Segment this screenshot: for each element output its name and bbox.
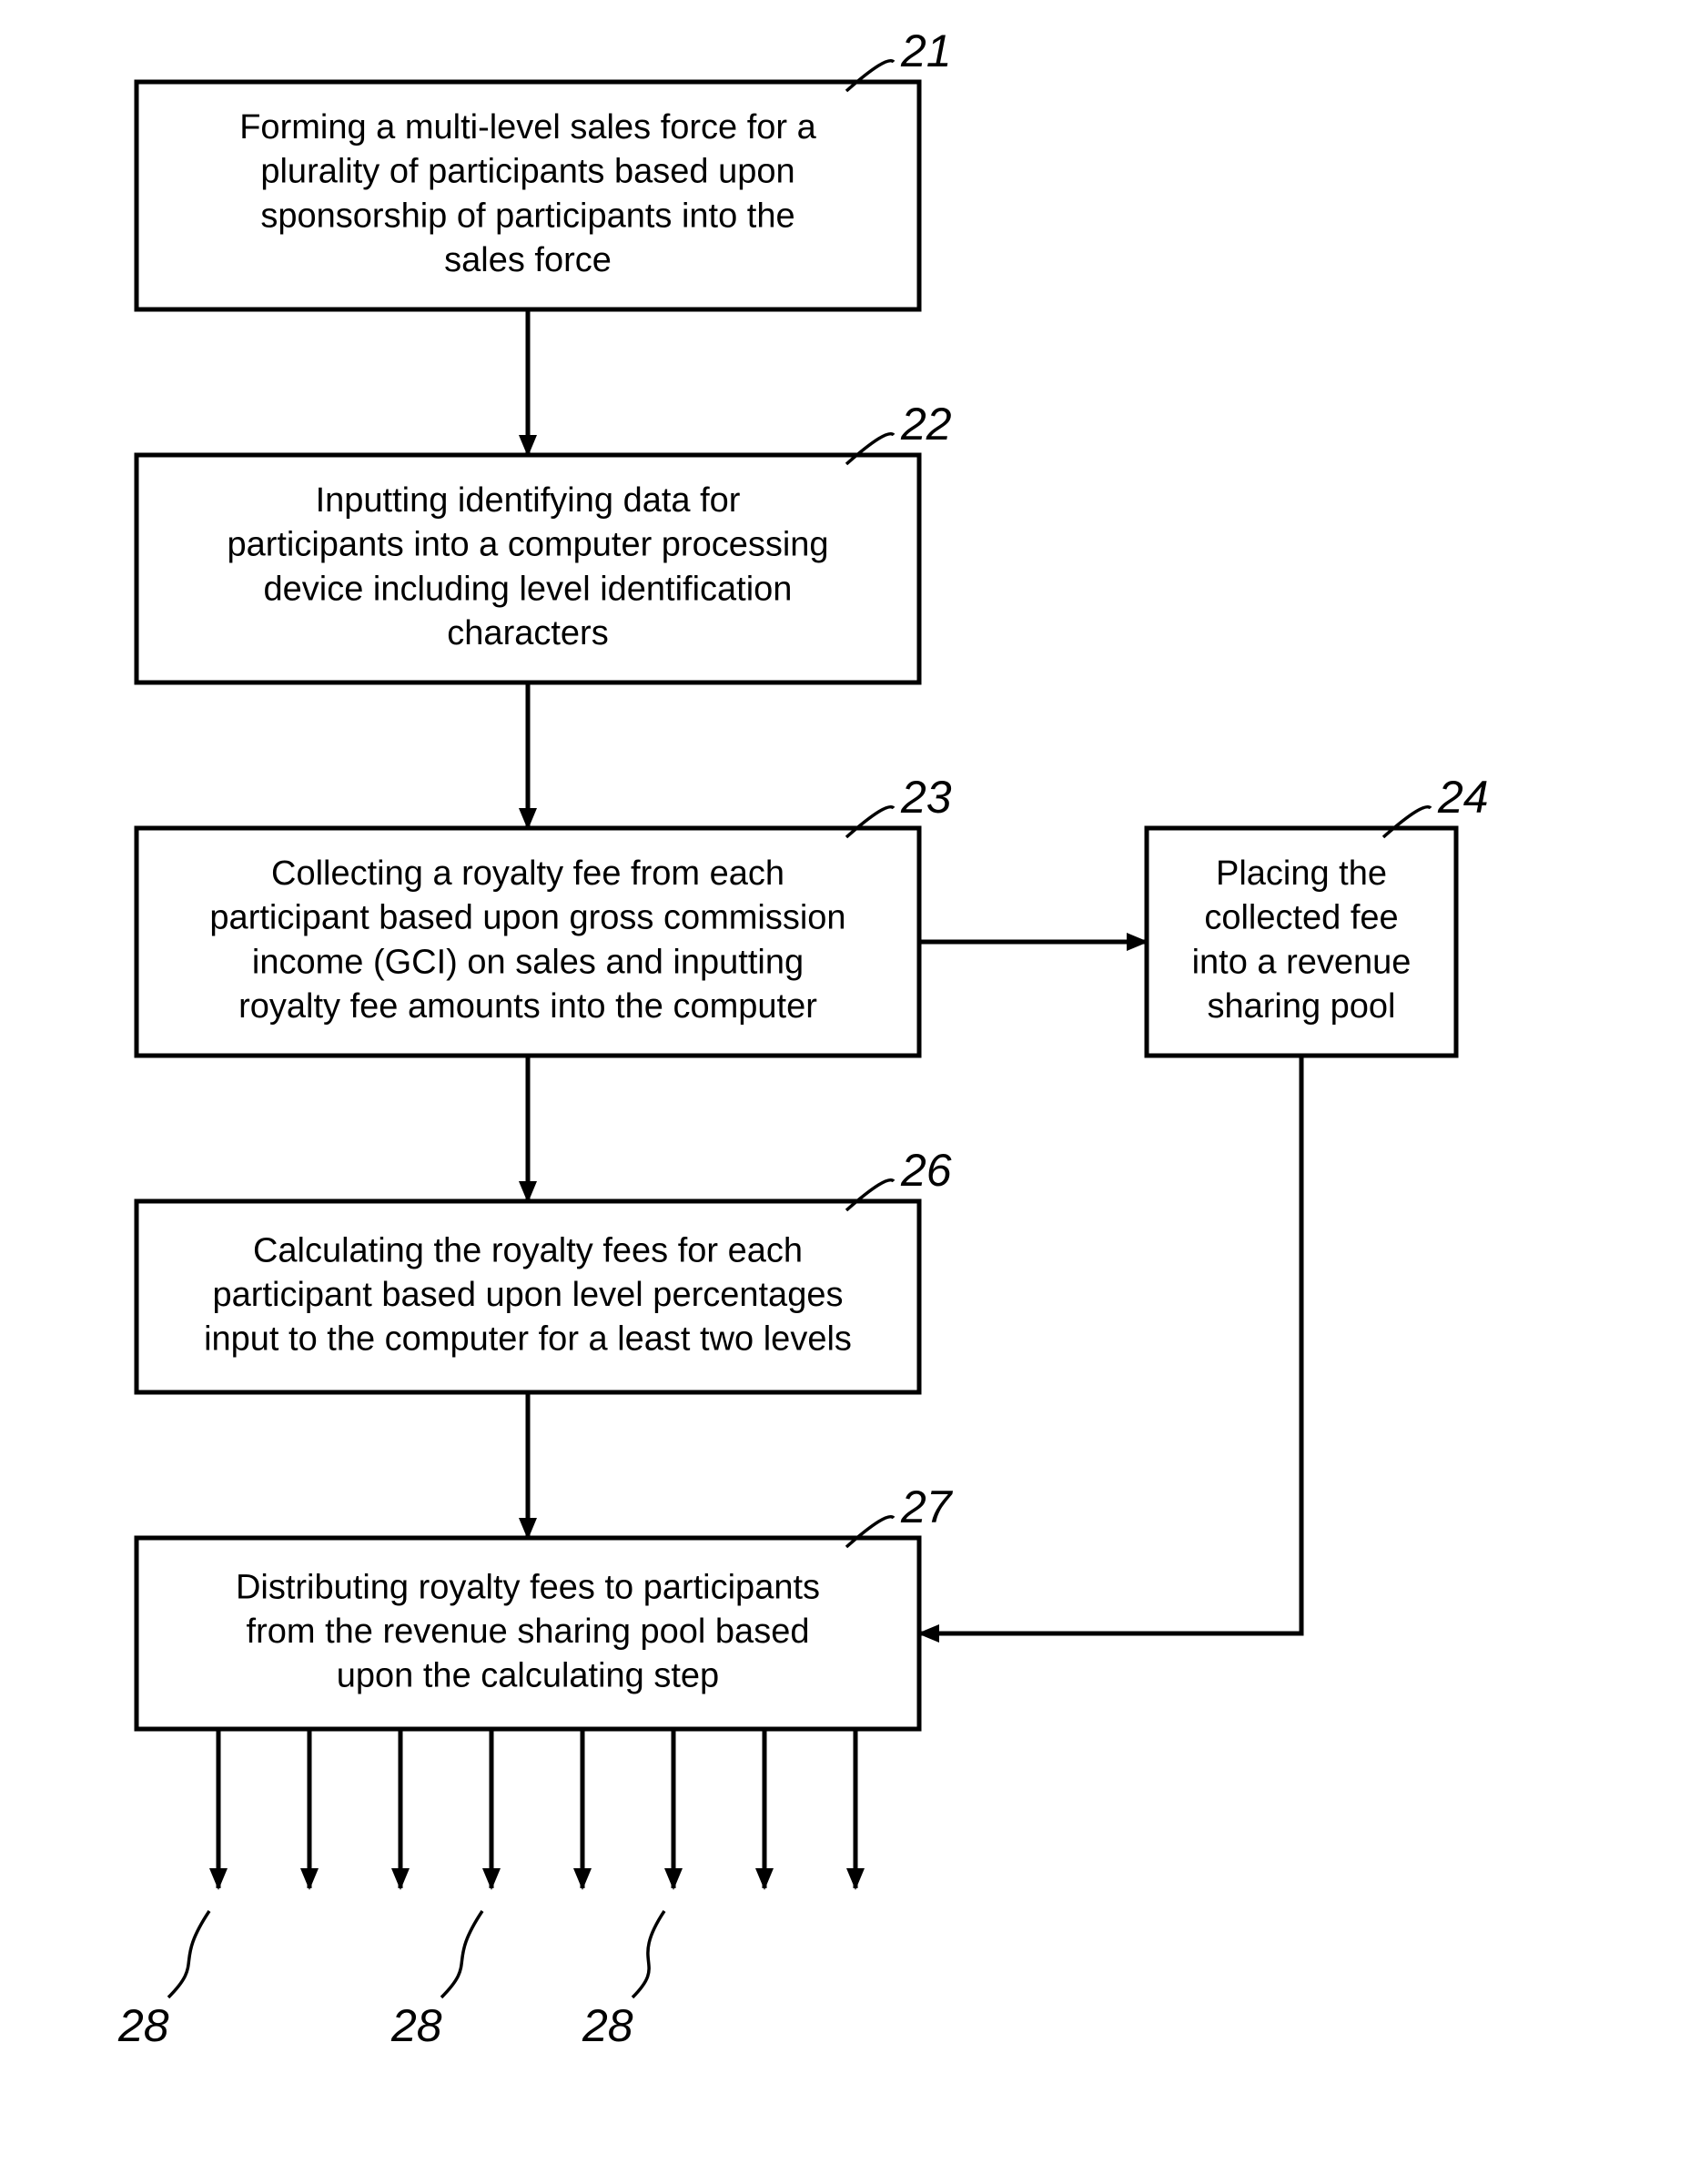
svg-text:28: 28 (390, 2000, 442, 2051)
ref-label-23: 23 (900, 772, 952, 823)
flow-node-text: participants into a computer processing (227, 526, 828, 564)
ref-label-28: 28 (117, 1911, 209, 2051)
flow-node-text: Placing the (1216, 854, 1387, 893)
flow-node-text: plurality of participants based upon (260, 153, 794, 191)
connector (919, 1056, 1301, 1633)
flow-node-text: characters (447, 614, 608, 652)
flow-node-26: Calculating the royalty fees for each par… (137, 1145, 952, 1392)
flow-node-text: input to the computer for a least two le… (204, 1320, 852, 1359)
flow-node-text: participant based upon level percentages (213, 1276, 844, 1314)
flow-node-23: Collecting a royalty fee from each partic… (137, 772, 952, 1056)
flow-node-text: device including level identification (264, 570, 793, 608)
flow-node-text: Forming a multi-level sales force for a (239, 108, 816, 147)
flow-node-text: sales force (444, 241, 612, 279)
ref-label-28: 28 (582, 1911, 664, 2051)
flow-node-text: income (GCI) on sales and inputting (252, 943, 804, 981)
flow-node-text: upon the calculating step (337, 1657, 719, 1695)
flow-node-text: sharing pool (1207, 987, 1395, 1026)
flow-node-text: Distributing royalty fees to participant… (236, 1568, 820, 1606)
ref-label-26: 26 (900, 1145, 952, 1196)
ref-label-28: 28 (390, 1911, 482, 2051)
flowchart-container: Forming a multi-level sales force for a p… (0, 0, 1690, 2184)
flow-node-text: from the revenue sharing pool based (247, 1613, 810, 1651)
flow-node-text: royalty fee amounts into the computer (238, 987, 817, 1026)
flow-node-22: Inputting identifying data for participan… (137, 399, 952, 682)
svg-text:28: 28 (582, 2000, 633, 2051)
flow-node-text: Calculating the royalty fees for each (253, 1231, 803, 1269)
flow-node-21: Forming a multi-level sales force for a p… (137, 25, 952, 309)
flow-node-text: collected fee (1204, 899, 1398, 937)
flow-node-27: Distributing royalty fees to participant… (137, 1481, 954, 1729)
flow-node-text: into a revenue (1192, 943, 1412, 981)
ref-label-24: 24 (1437, 772, 1489, 823)
ref-label-27: 27 (900, 1481, 954, 1532)
flow-node-text: Inputting identifying data for (316, 481, 741, 520)
flow-node-text: participant based upon gross commission (209, 899, 845, 937)
ref-label-21: 21 (900, 25, 952, 76)
svg-text:28: 28 (117, 2000, 169, 2051)
flow-node-24: Placing the collected fee into a revenue sh… (1147, 772, 1489, 1056)
ref-label-22: 22 (900, 399, 952, 450)
flow-node-text: sponsorship of participants into the (260, 197, 794, 235)
flow-node-text: Collecting a royalty fee from each (271, 854, 784, 893)
